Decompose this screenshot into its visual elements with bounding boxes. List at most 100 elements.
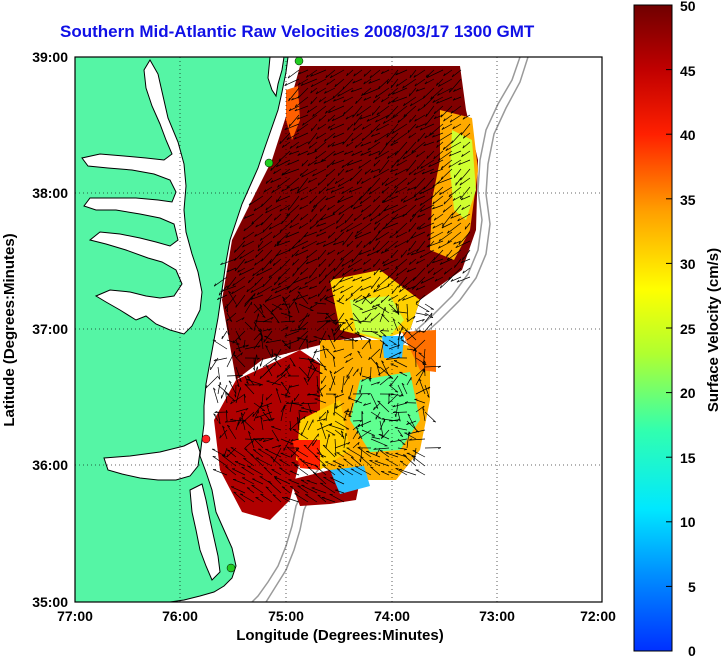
velocity-arrow-head bbox=[308, 286, 312, 290]
velocity-arrow bbox=[406, 159, 417, 172]
velocity-arrow-head bbox=[430, 312, 433, 316]
velocity-arrow-head bbox=[325, 188, 329, 191]
velocity-arrow bbox=[317, 177, 327, 186]
velocity-arrow bbox=[298, 69, 309, 75]
velocity-arrow-head bbox=[345, 360, 348, 363]
velocity-arrow bbox=[273, 476, 291, 485]
velocity-arrow bbox=[327, 204, 336, 211]
velocity-arrow-head bbox=[448, 277, 451, 281]
velocity-arrow-head bbox=[414, 198, 418, 201]
velocity-arrow bbox=[363, 402, 372, 406]
velocity-arrow-head bbox=[273, 282, 276, 286]
colorbar-tick-label: 25 bbox=[680, 321, 696, 337]
velocity-arrow-head bbox=[360, 153, 363, 156]
velocity-arrow-head bbox=[449, 89, 451, 93]
velocity-arrow-head bbox=[333, 242, 336, 246]
velocity-arrow bbox=[301, 484, 318, 494]
velocity-arrow-head bbox=[279, 467, 283, 469]
velocity-arrow-head bbox=[395, 265, 398, 269]
velocity-arrow-head bbox=[353, 269, 356, 272]
velocity-arrow bbox=[367, 141, 381, 151]
velocity-arrow bbox=[419, 186, 435, 195]
velocity-arrow bbox=[325, 186, 336, 191]
velocity-arrow-head bbox=[239, 375, 243, 378]
velocity-arrow-head bbox=[317, 126, 320, 130]
velocity-arrow bbox=[261, 258, 273, 271]
velocity-arrow-head bbox=[395, 235, 399, 238]
velocity-arrow-head bbox=[286, 326, 289, 330]
velocity-arrow-head bbox=[225, 318, 228, 322]
velocity-arrow bbox=[357, 447, 372, 458]
velocity-arrow bbox=[319, 330, 327, 344]
velocity-arrow-head bbox=[404, 448, 408, 451]
velocity-arrow bbox=[410, 231, 426, 239]
velocity-arrow bbox=[300, 78, 318, 86]
velocity-arrow-head bbox=[416, 226, 419, 230]
velocity-arrow-head bbox=[396, 163, 399, 167]
velocity-arrow bbox=[278, 150, 291, 162]
velocity-arrow bbox=[403, 195, 417, 203]
velocity-arrow bbox=[378, 434, 390, 440]
velocity-arrow bbox=[462, 114, 471, 120]
velocity-arrow bbox=[212, 339, 228, 350]
velocity-arrow bbox=[214, 411, 228, 413]
velocity-arrow bbox=[368, 186, 381, 195]
velocity-arrow bbox=[380, 294, 390, 304]
velocity-arrow bbox=[320, 422, 327, 440]
velocity-arrow-head bbox=[263, 339, 265, 343]
velocity-arrow-head bbox=[462, 257, 464, 261]
velocity-arrow bbox=[310, 96, 318, 105]
velocity-arrow-head bbox=[277, 282, 281, 286]
velocity-arrow-head bbox=[367, 393, 371, 396]
velocity-arrow bbox=[251, 484, 264, 494]
velocity-arrow bbox=[316, 240, 327, 246]
velocity-arrow bbox=[288, 195, 300, 211]
velocity-arrow-head bbox=[328, 263, 330, 267]
velocity-arrow-head bbox=[404, 401, 409, 403]
velocity-arrow bbox=[374, 150, 390, 160]
velocity-arrow bbox=[461, 258, 471, 264]
velocity-arrow bbox=[237, 411, 246, 426]
velocity-arrow bbox=[325, 410, 329, 422]
velocity-arrow-head bbox=[307, 163, 310, 167]
velocity-arrow bbox=[331, 328, 336, 341]
velocity-arrow-head bbox=[299, 404, 303, 407]
velocity-arrow-head bbox=[320, 422, 323, 426]
velocity-arrow bbox=[381, 429, 390, 439]
velocity-arrow bbox=[309, 213, 318, 223]
velocity-arrow-head bbox=[259, 405, 263, 408]
velocity-arrow-head bbox=[384, 183, 388, 187]
velocity-arrow-head bbox=[238, 337, 242, 341]
velocity-arrow bbox=[462, 141, 471, 149]
velocity-arrow bbox=[297, 485, 309, 494]
velocity-arrow bbox=[407, 331, 417, 341]
velocity-arrow-head bbox=[374, 307, 378, 310]
velocity-arrow bbox=[379, 341, 384, 359]
velocity-arrow-head bbox=[259, 237, 263, 241]
velocity-arrow-head bbox=[303, 444, 307, 447]
velocity-arrow-head bbox=[327, 252, 330, 255]
velocity-arrow-head bbox=[291, 97, 294, 101]
velocity-arrow bbox=[250, 453, 264, 467]
velocity-arrow-head bbox=[307, 314, 310, 318]
velocity-arrow-head bbox=[258, 384, 262, 387]
velocity-arrow-head bbox=[336, 468, 340, 470]
velocity-arrow-head bbox=[403, 103, 406, 106]
velocity-arrow-head bbox=[227, 449, 231, 452]
velocity-arrow-head bbox=[406, 318, 409, 322]
velocity-arrow-head bbox=[383, 208, 387, 212]
velocity-arrow-head bbox=[392, 114, 395, 118]
velocity-arrow bbox=[439, 258, 453, 265]
velocity-arrow bbox=[265, 177, 273, 184]
velocity-arrow bbox=[388, 393, 403, 397]
velocity-arrow bbox=[337, 168, 345, 176]
velocity-arrow-head bbox=[352, 80, 355, 84]
velocity-arrow bbox=[360, 456, 372, 467]
velocity-arrow bbox=[415, 386, 431, 395]
velocity-arrow-head bbox=[438, 447, 442, 450]
velocity-arrow-head bbox=[298, 226, 302, 229]
velocity-arrow bbox=[424, 312, 433, 323]
velocity-arrow bbox=[314, 398, 327, 404]
velocity-arrow-head bbox=[243, 419, 247, 422]
velocity-arrow-head bbox=[418, 329, 421, 333]
